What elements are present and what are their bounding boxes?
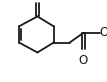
Text: OH: OH — [100, 26, 107, 39]
Text: O: O — [33, 0, 42, 2]
Text: O: O — [79, 54, 88, 67]
